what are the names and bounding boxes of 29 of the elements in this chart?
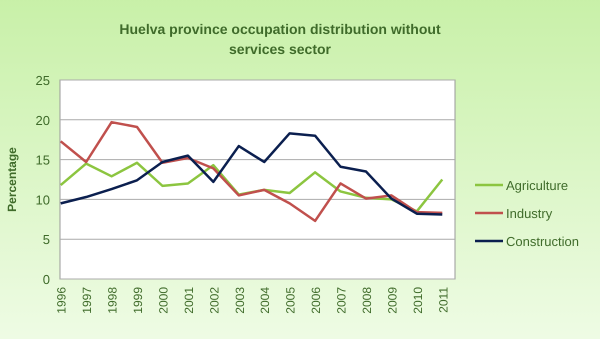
y-tick-label: 10 [36, 192, 50, 208]
x-tick-label: 2009 [385, 286, 400, 314]
legend-label: Agriculture [506, 178, 568, 193]
legend-label: Construction [506, 234, 579, 249]
legend-label: Industry [506, 206, 553, 221]
x-tick-label: 2000 [156, 286, 170, 314]
x-tick-label: 1998 [106, 286, 120, 314]
y-tick-label: 5 [42, 232, 50, 248]
x-tick-label: 2003 [232, 286, 247, 314]
x-tick-label: 2011 [436, 286, 450, 313]
x-tick-label: 2010 [410, 286, 425, 314]
x-tick-label: 1999 [131, 286, 146, 314]
chart-title: Huelva province occupation distribution without services sector [119, 21, 441, 57]
y-tick-label: 0 [42, 272, 50, 287]
x-tick-label: 2008 [360, 286, 374, 314]
y-tick-label: 20 [36, 112, 50, 128]
line-series [59, 120, 444, 222]
x-tick-label: 2004 [258, 286, 272, 314]
y-tick-label: 25 [36, 73, 50, 88]
y-axis-title: Percentage [5, 146, 19, 212]
y-tick-label: 15 [36, 152, 50, 168]
x-tick-label: 2002 [207, 286, 222, 314]
x-tick-label: 1996 [54, 286, 69, 314]
x-tick-label: 2001 [182, 286, 196, 314]
x-tick-label: 1997 [80, 286, 94, 314]
x-tick-label: 2006 [309, 286, 324, 314]
x-tick-label: 2007 [334, 286, 349, 314]
line-series [59, 132, 444, 216]
x-tick-label: 2005 [284, 286, 298, 314]
